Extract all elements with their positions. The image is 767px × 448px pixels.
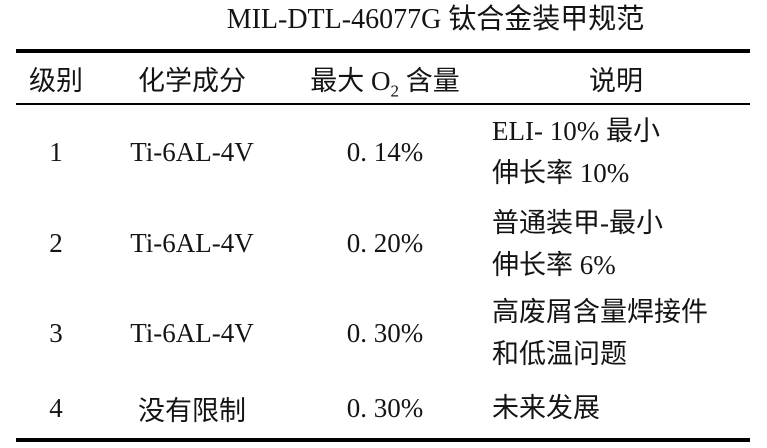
description-line: 和低温问题 bbox=[492, 339, 627, 369]
max-o2-cell: 0. 14% bbox=[346, 136, 424, 167]
description-line: 伸长率 10% bbox=[492, 158, 630, 188]
table-row: 2 Ti-6AL-4V 0. 20% 普通装甲-最小 伸长率 6% bbox=[16, 199, 750, 288]
table-row: 3 Ti-6AL-4V 0. 30% 高废屑含量焊接件 和低温问题 bbox=[16, 288, 750, 378]
description-line: 普通装甲-最小 bbox=[492, 207, 663, 238]
col-header-max-o2: 最大 O2 含量 bbox=[288, 59, 482, 100]
bottom-rule bbox=[16, 438, 750, 442]
grade-cell: 4 bbox=[49, 392, 63, 423]
max-o2-prefix: 最大 O bbox=[310, 65, 391, 96]
composition-cell: Ti-6AL-4V bbox=[130, 136, 254, 167]
composition-cell: Ti-6AL-4V bbox=[130, 317, 254, 348]
max-o2-suffix: 含量 bbox=[399, 65, 460, 96]
table-row: 1 Ti-6AL-4V 0. 14% ELI- 10% 最小 伸长率 10% bbox=[16, 105, 750, 199]
composition-cell: 没有限制 bbox=[138, 395, 246, 426]
description-cell: ELI- 10% 最小 伸长率 10% bbox=[482, 110, 750, 194]
description-line: 未来发展 bbox=[492, 393, 600, 423]
o2-subscript: 2 bbox=[390, 80, 400, 100]
description-line: 高废屑含量焊接件 bbox=[492, 297, 708, 327]
max-o2-cell: 0. 20% bbox=[346, 228, 424, 258]
spec-table: 级别 化学成分 最大 O2 含量 说明 1 Ti-6AL-4V 0. 14% E… bbox=[16, 49, 750, 442]
table-title: MIL-DTL-46077G 钛合金装甲规范 bbox=[226, 4, 645, 35]
description-cell: 普通装甲-最小 伸长率 6% bbox=[482, 202, 750, 286]
description-line: ELI- 10% 最小 bbox=[492, 116, 660, 146]
col-header-composition: 化学成分 bbox=[138, 65, 246, 96]
col-header-description: 说明 bbox=[589, 65, 643, 96]
grade-cell: 2 bbox=[49, 228, 63, 258]
grade-cell: 3 bbox=[49, 317, 63, 348]
table-row: 4 没有限制 0. 30% 未来发展 bbox=[16, 378, 750, 438]
max-o2-cell: 0. 30% bbox=[346, 392, 424, 423]
header-rule bbox=[16, 103, 750, 105]
top-rule bbox=[16, 49, 750, 53]
grade-cell: 1 bbox=[49, 136, 63, 167]
description-line: 伸长率 6% bbox=[492, 249, 616, 280]
col-header-grade: 级别 bbox=[29, 65, 83, 96]
composition-cell: Ti-6AL-4V bbox=[130, 228, 254, 258]
description-cell: 未来发展 bbox=[482, 387, 750, 429]
header-row: 级别 化学成分 最大 O2 含量 说明 bbox=[16, 53, 750, 103]
description-cell: 高废屑含量焊接件 和低温问题 bbox=[482, 291, 750, 375]
max-o2-cell: 0. 30% bbox=[346, 317, 424, 348]
